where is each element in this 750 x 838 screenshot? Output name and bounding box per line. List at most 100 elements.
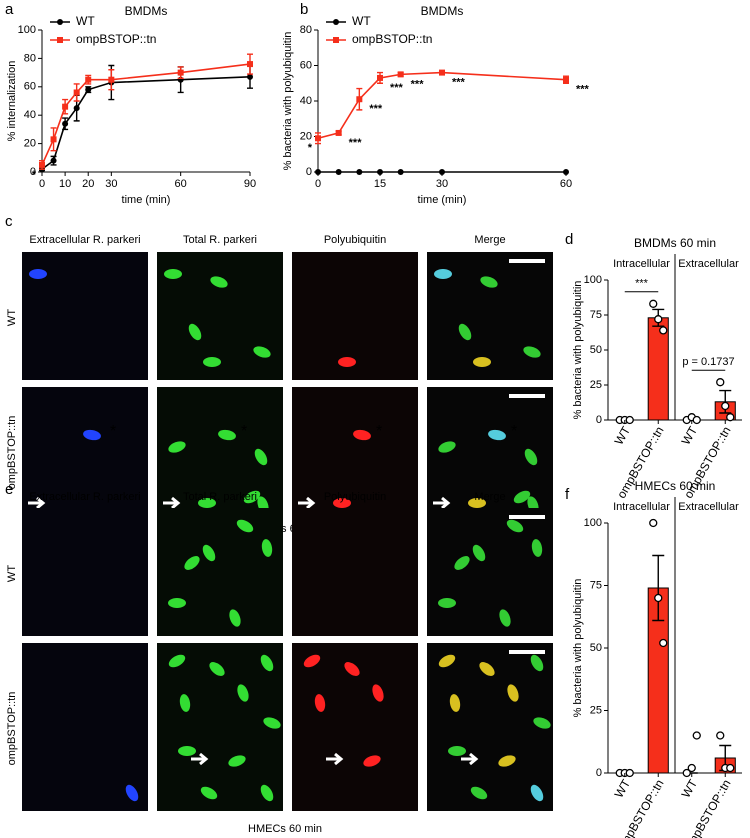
x-tick-label: 60 [560, 178, 572, 190]
micrograph [292, 508, 418, 636]
point [335, 169, 342, 175]
data-point [726, 763, 735, 773]
bacterium [218, 429, 236, 441]
group-label: Intracellular [613, 501, 670, 513]
bacterium [473, 357, 491, 367]
chart-title: BMDMs 60 min [634, 236, 716, 250]
row-label: ompBSTOP::tn [6, 416, 18, 490]
point [50, 136, 57, 143]
bacterium [524, 448, 538, 466]
x-tick-label: 30 [436, 178, 448, 190]
x-tick-label: WT [679, 777, 701, 801]
point [108, 76, 115, 83]
point [177, 69, 184, 76]
series-line [41, 63, 251, 166]
bacterium [228, 755, 246, 767]
bacterium [338, 357, 356, 367]
marker: * [241, 423, 247, 440]
y-tick-label: 100 [584, 517, 602, 529]
bacterium [438, 654, 456, 668]
error-bar [652, 554, 665, 622]
group-label: Extracellular [678, 258, 739, 270]
panel-letter: d [565, 231, 573, 248]
data-point [687, 763, 696, 773]
point [377, 169, 383, 175]
y-axis-label: % internalization [6, 61, 18, 142]
y-tick-label: 20 [300, 130, 312, 142]
bacterium [178, 746, 196, 756]
marker: * [376, 423, 382, 440]
point [85, 86, 92, 93]
marker: * [110, 423, 116, 440]
group-label: Extracellular [678, 501, 739, 513]
arrow [163, 496, 181, 510]
panel-letter: b [300, 1, 308, 18]
significance: *** [369, 103, 383, 115]
column-header: Polyubiquitin [324, 234, 386, 246]
bacterium [458, 323, 472, 341]
x-tick-label: 20 [82, 178, 94, 190]
significance: *** [411, 78, 425, 90]
y-axis-label: % bacteria with polyubiquitin [572, 281, 584, 420]
series-line [317, 71, 567, 140]
y-tick-label: 25 [590, 379, 602, 391]
bacterium [468, 498, 486, 508]
data-point [659, 326, 668, 335]
point [73, 105, 80, 112]
bacterium [499, 609, 511, 627]
data-point [692, 731, 701, 740]
data-point [649, 518, 658, 528]
marker: * [511, 423, 517, 440]
point [315, 135, 321, 142]
column-header: Merge [474, 234, 505, 246]
data-point [649, 299, 658, 308]
bacterium [125, 784, 139, 802]
x-tick-label: 60 [175, 178, 187, 190]
column-header: Total R. parkeri [183, 491, 257, 503]
point [85, 76, 92, 83]
point [397, 71, 404, 78]
column-header: Extracellular R. parkeri [29, 234, 140, 246]
comparison-label: *** [635, 278, 649, 290]
bacterium [200, 786, 218, 800]
data-point [625, 415, 634, 425]
y-tick-label: 40 [300, 95, 312, 107]
bacterium [531, 539, 543, 557]
bacterium [237, 684, 249, 702]
bacterium [498, 755, 516, 767]
y-tick-label: 60 [24, 81, 36, 93]
x-tick-label: WT [612, 777, 634, 801]
point [62, 120, 69, 127]
bacterium [480, 276, 498, 288]
legend-label: WT [352, 14, 371, 28]
data-point [682, 768, 691, 778]
bacterium [209, 662, 225, 676]
arrow [461, 752, 479, 766]
bacterium [168, 598, 186, 608]
chart-title: HMECs 60 min [635, 479, 716, 493]
bacterium [168, 441, 186, 453]
group-label: Intracellular [613, 258, 670, 270]
data-point [716, 378, 725, 387]
point [247, 73, 253, 80]
bacterium [303, 654, 321, 668]
bacterium [203, 357, 221, 367]
bacterium [168, 654, 186, 668]
arrow [433, 496, 451, 510]
micrograph [22, 643, 148, 811]
point [397, 169, 404, 175]
legend-marker [57, 19, 63, 25]
point [356, 169, 363, 175]
bacterium [449, 694, 461, 712]
x-tick-label: 0 [315, 178, 321, 190]
bacterium [513, 490, 531, 504]
bacterium [470, 786, 488, 800]
bacterium [202, 544, 216, 562]
point [563, 169, 569, 175]
data-point [659, 638, 668, 648]
bacterium [210, 276, 228, 288]
micrograph [22, 387, 148, 515]
y-tick-label: 50 [590, 642, 602, 654]
legend-marker [333, 37, 339, 43]
bacterium [229, 609, 241, 627]
